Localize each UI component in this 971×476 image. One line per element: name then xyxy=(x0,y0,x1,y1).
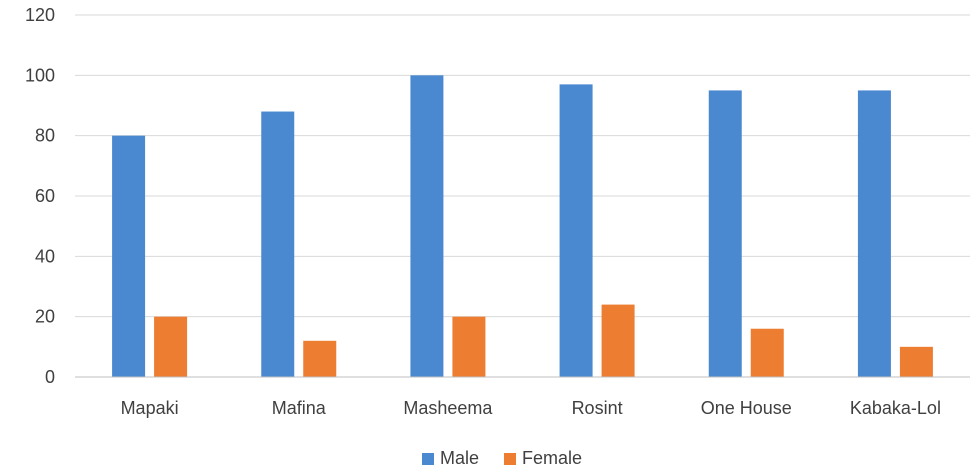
bar-male-one-house xyxy=(708,90,742,378)
legend-swatch-male xyxy=(422,453,434,465)
bar-male-masheema xyxy=(410,75,444,377)
x-category-label: Mafina xyxy=(272,398,327,418)
x-category-label: Mapaki xyxy=(121,398,179,418)
legend-label-male: Male xyxy=(440,448,479,468)
y-tick-label: 40 xyxy=(35,246,55,266)
bar-female-kabaka-lol xyxy=(899,346,933,377)
bar-male-mapaki xyxy=(112,135,146,377)
bar-male-mafina xyxy=(261,111,295,378)
bar-female-mafina xyxy=(303,340,337,377)
x-axis-category-labels: Mapaki Mafina Masheema Rosint One House Kabak… xyxy=(121,398,941,418)
bar-female-masheema xyxy=(452,316,486,377)
bars xyxy=(112,75,933,378)
y-tick-label: 20 xyxy=(35,307,55,327)
bar-female-mapaki xyxy=(154,316,188,377)
x-category-label: Kabaka-Lol xyxy=(850,398,941,418)
gridlines xyxy=(75,14,970,318)
y-tick-label: 100 xyxy=(25,65,55,85)
x-category-label: Masheema xyxy=(403,398,493,418)
bar-male-kabaka-lol xyxy=(857,90,891,378)
y-tick-label: 120 xyxy=(25,5,55,25)
legend-swatch-female xyxy=(504,453,516,465)
y-tick-label: 0 xyxy=(45,367,55,387)
y-axis-tick-labels: 0 20 40 60 80 100 120 xyxy=(25,5,55,387)
legend: Male Female xyxy=(422,448,582,468)
y-tick-label: 80 xyxy=(35,126,55,146)
x-category-label: One House xyxy=(701,398,792,418)
bar-female-one-house xyxy=(750,328,784,377)
y-tick-label: 60 xyxy=(35,186,55,206)
x-category-label: Rosint xyxy=(572,398,623,418)
bar-female-rosint xyxy=(601,304,635,377)
bar-male-rosint xyxy=(559,84,593,377)
legend-label-female: Female xyxy=(522,448,582,468)
